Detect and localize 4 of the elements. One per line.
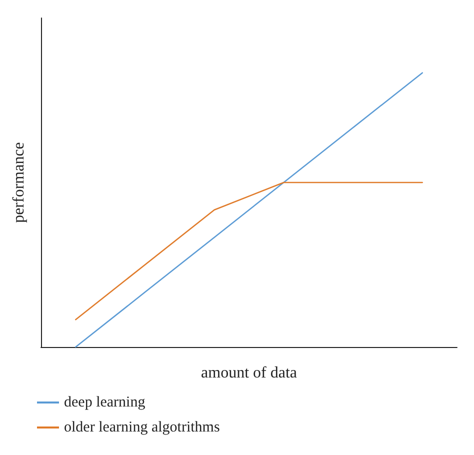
legend-label: older learning algotrithms <box>64 420 220 436</box>
y-axis-title: performance <box>10 142 28 223</box>
x-axis-title: amount of data <box>201 364 297 382</box>
legend-label: deep learning <box>64 394 146 410</box>
